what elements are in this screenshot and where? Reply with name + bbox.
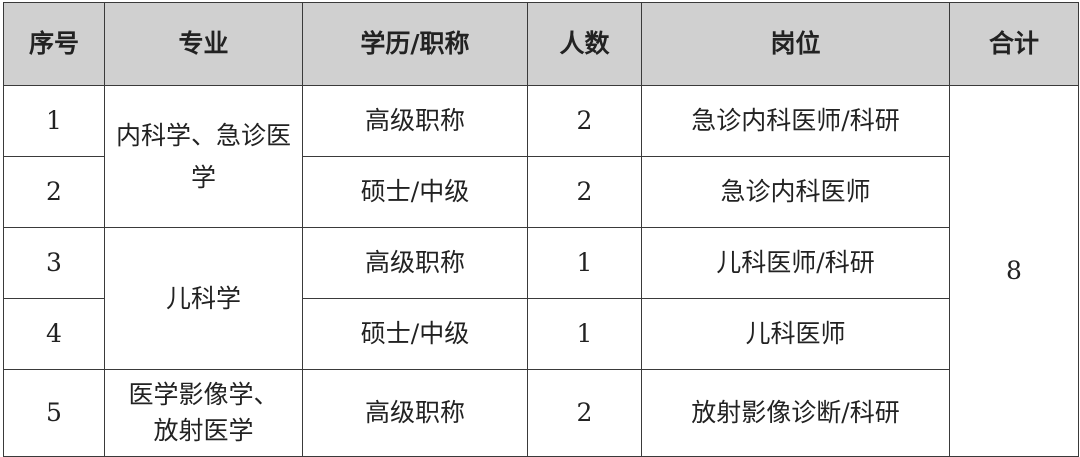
table-row: 5 医学影像学、放射医学 高级职称 2 放射影像诊断/科研 (3, 369, 1079, 457)
cell-education: 硕士/中级 (302, 156, 528, 228)
cell-total: 8 (949, 85, 1079, 457)
cell-count: 2 (527, 369, 642, 457)
cell-education: 高级职称 (302, 369, 528, 457)
cell-education: 硕士/中级 (302, 298, 528, 370)
major-text: 医学影像学、放射医学 (128, 380, 279, 445)
header-total: 合计 (949, 2, 1079, 86)
cell-major: 内科学、急诊医学 (104, 85, 303, 228)
cell-post: 放射影像诊断/科研 (641, 369, 950, 457)
cell-post: 急诊内科医师/科研 (641, 85, 950, 157)
cell-count: 1 (527, 298, 642, 370)
header-no: 序号 (3, 2, 105, 86)
cell-no: 1 (3, 85, 105, 157)
cell-post: 急诊内科医师 (641, 156, 950, 228)
table-row: 2 硕士/中级 2 急诊内科医师 (3, 156, 1079, 228)
header-count: 人数 (527, 2, 642, 86)
table-row: 1 内科学、急诊医学 高级职称 2 急诊内科医师/科研 8 (3, 85, 1079, 457)
cell-post: 儿科医师/科研 (641, 227, 950, 299)
cell-major: 儿科学 (104, 227, 303, 370)
cell-count: 1 (527, 227, 642, 299)
cell-count: 2 (527, 85, 642, 157)
cell-no: 5 (3, 369, 105, 457)
cell-no: 3 (3, 227, 105, 299)
cell-post: 儿科医师 (641, 298, 950, 370)
header-row: 序号 专业 学历/职称 人数 岗位 合计 (3, 2, 1079, 86)
cell-no: 4 (3, 298, 105, 370)
major-text: 内科学、急诊医学 (115, 120, 291, 192)
recruitment-table: 序号 专业 学历/职称 人数 岗位 合计 1 内科学、急诊医学 高级职称 2 急… (3, 2, 1079, 457)
header-education: 学历/职称 (302, 2, 528, 86)
table-row: 3 儿科学 高级职称 1 儿科医师/科研 (3, 227, 1079, 370)
cell-no: 2 (3, 156, 105, 228)
cell-count: 2 (527, 156, 642, 228)
header-major: 专业 (104, 2, 303, 86)
cell-education: 高级职称 (302, 85, 528, 157)
cell-education: 高级职称 (302, 227, 528, 299)
header-post: 岗位 (641, 2, 950, 86)
cell-major: 医学影像学、放射医学 (104, 369, 303, 457)
